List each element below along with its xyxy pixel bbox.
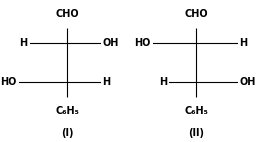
Text: (II): (II) <box>188 129 204 138</box>
Text: CHO: CHO <box>55 9 79 19</box>
Text: OH: OH <box>239 77 256 87</box>
Text: OH: OH <box>102 38 119 48</box>
Text: H: H <box>239 38 247 48</box>
Text: CHO: CHO <box>185 9 208 19</box>
Text: (I): (I) <box>61 129 73 138</box>
Text: HO: HO <box>134 38 151 48</box>
Text: HO: HO <box>0 77 16 87</box>
Text: H: H <box>159 77 167 87</box>
Text: H: H <box>102 77 110 87</box>
Text: C₆H₅: C₆H₅ <box>185 106 208 116</box>
Text: C₆H₅: C₆H₅ <box>55 106 79 116</box>
Text: H: H <box>19 38 27 48</box>
